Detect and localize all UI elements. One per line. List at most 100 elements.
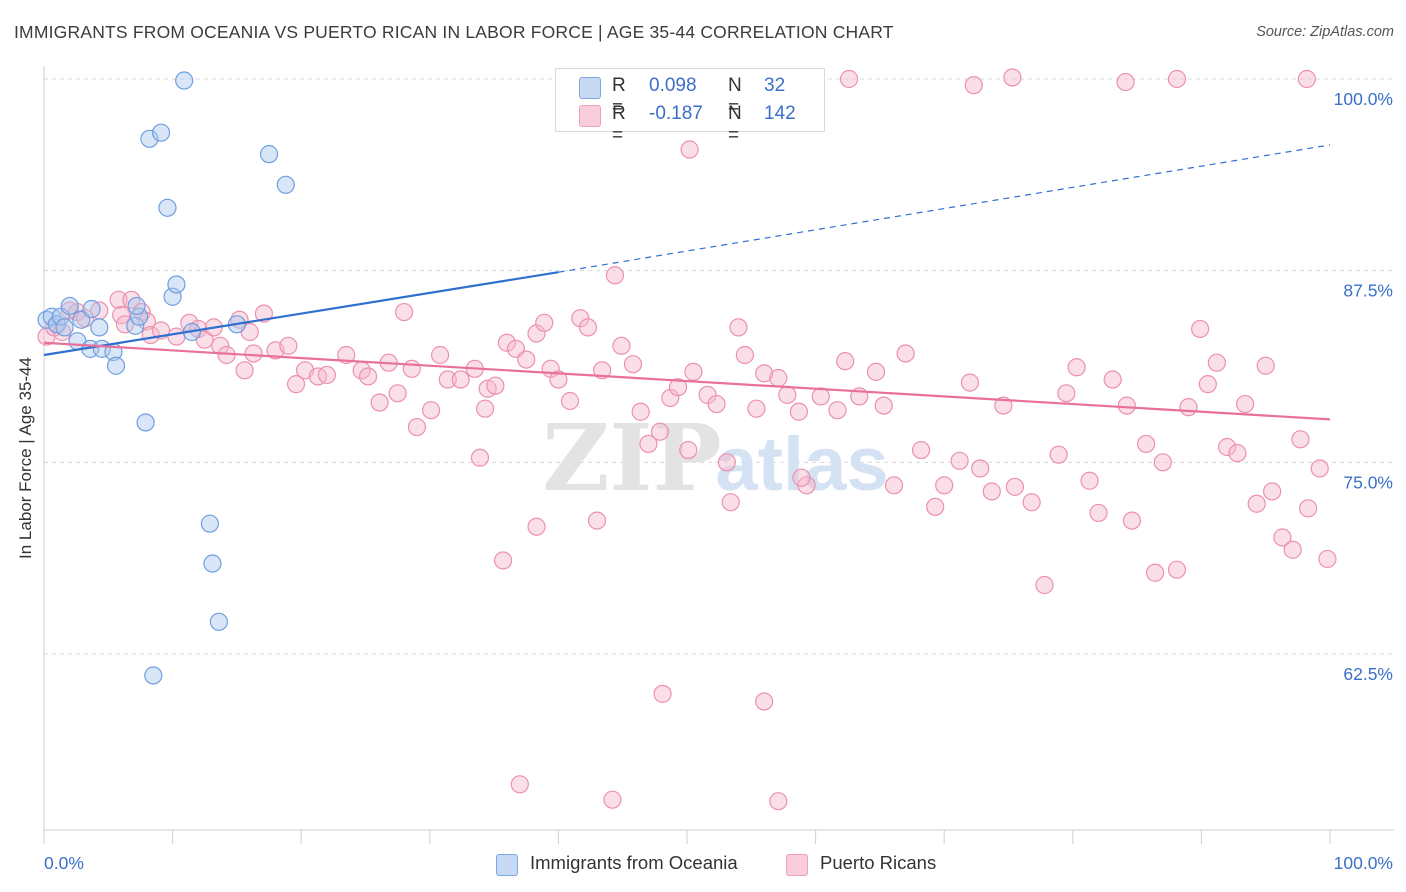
point-puerto-rican: [407, 417, 427, 437]
point-oceania: [276, 175, 295, 194]
point-oceania: [130, 307, 149, 326]
point-puerto-rican: [402, 359, 421, 378]
point-puerto-rican: [470, 448, 490, 467]
point-oceania: [126, 316, 145, 335]
point-puerto-rican: [1228, 444, 1247, 463]
point-puerto-rican: [1236, 394, 1255, 414]
series-swatch-pink: [786, 854, 808, 876]
y-axis-label: In Labor Force | Age 35-44: [16, 357, 35, 559]
point-puerto-rican: [836, 352, 855, 371]
trend-lines: [43, 144, 1331, 421]
y-tick-label: 75.0%: [1343, 472, 1393, 492]
legend-n-label: N =: [728, 75, 742, 118]
point-puerto-rican: [684, 362, 703, 381]
point-puerto-rican: [1003, 68, 1022, 87]
point-oceania: [200, 514, 219, 533]
point-puerto-rican: [866, 362, 886, 381]
point-puerto-rican: [167, 327, 186, 346]
point-puerto-rican: [286, 375, 306, 394]
point-puerto-rican: [960, 373, 980, 392]
series-name-puerto-rican: Puerto Ricans: [820, 852, 937, 873]
tick-labels: 100.0% 87.5% 75.0% 62.5% 0.0% 100.0%: [44, 89, 1393, 873]
legend-r-label: R =: [612, 103, 626, 146]
point-puerto-rican: [1198, 375, 1217, 394]
point-puerto-rican: [729, 318, 748, 337]
point-puerto-rican: [1263, 482, 1282, 501]
point-puerto-rican: [792, 468, 811, 487]
y-tick-label: 100.0%: [1334, 89, 1393, 109]
point-oceania: [259, 145, 279, 164]
point-puerto-rican: [593, 361, 612, 380]
legend-r-value: 0.098: [649, 75, 697, 96]
watermark-zip: ZIP: [542, 404, 721, 512]
point-puerto-rican: [1167, 69, 1187, 89]
y-tick-label: 62.5%: [1343, 664, 1393, 684]
point-puerto-rican: [1283, 540, 1302, 559]
point-puerto-rican: [1057, 384, 1076, 403]
series-swatch-blue: [496, 854, 518, 876]
point-puerto-rican: [717, 453, 736, 472]
point-puerto-rican: [1089, 503, 1108, 523]
point-puerto-rican: [475, 399, 495, 418]
point-puerto-rican: [1035, 575, 1054, 595]
point-puerto-rican: [935, 476, 954, 495]
point-oceania: [106, 356, 126, 375]
point-puerto-rican: [1122, 511, 1142, 530]
point-puerto-rican: [668, 378, 688, 397]
point-oceania: [37, 310, 56, 329]
point-puerto-rican: [535, 313, 554, 332]
legend-r-label: R =: [612, 75, 626, 118]
point-oceania: [140, 129, 159, 148]
source-label: Source: ZipAtlas.com: [1256, 24, 1394, 40]
point-puerto-rican: [1005, 477, 1025, 496]
point-puerto-rican: [755, 692, 774, 711]
point-puerto-rican: [1117, 396, 1136, 415]
point-puerto-rican: [112, 306, 131, 325]
point-oceania: [55, 318, 74, 337]
point-puerto-rican: [1049, 445, 1068, 464]
point-puerto-rican: [911, 440, 931, 460]
point-puerto-rican: [1167, 560, 1187, 579]
point-puerto-rican: [317, 365, 337, 385]
point-puerto-rican: [680, 140, 699, 159]
point-puerto-rican: [721, 493, 740, 512]
point-puerto-rican: [388, 384, 407, 403]
point-puerto-rican: [874, 396, 893, 415]
watermark: ZIP atlas: [542, 404, 888, 512]
point-puerto-rican: [1256, 356, 1275, 375]
point-puerto-rican: [994, 396, 1013, 415]
point-puerto-rican: [1273, 528, 1292, 547]
point-puerto-rican: [451, 370, 470, 389]
point-puerto-rican: [884, 476, 904, 495]
point-puerto-rican: [964, 76, 983, 95]
legend-n-value: 142: [764, 103, 796, 124]
point-oceania: [158, 198, 177, 217]
point-puerto-rican: [510, 775, 529, 794]
point-puerto-rican: [235, 361, 254, 380]
point-puerto-rican: [1137, 434, 1156, 454]
point-puerto-rican: [603, 790, 622, 809]
point-puerto-rican: [587, 511, 607, 530]
point-puerto-rican: [769, 792, 788, 811]
point-puerto-rican: [421, 401, 441, 420]
point-oceania: [144, 666, 163, 685]
point-oceania: [127, 296, 146, 316]
point-puerto-rican: [982, 482, 1001, 501]
point-puerto-rican: [1191, 319, 1210, 339]
point-puerto-rican: [1103, 370, 1122, 389]
legend-r-value: -0.187: [649, 103, 703, 124]
point-puerto-rican: [279, 336, 298, 355]
trend-line-puerto-rican: [43, 341, 1331, 421]
point-puerto-rican: [950, 451, 969, 470]
point-puerto-rican: [605, 266, 625, 285]
point-puerto-rican: [1297, 69, 1316, 89]
data-points: [37, 68, 1337, 811]
point-oceania: [175, 71, 194, 90]
point-puerto-rican: [971, 459, 990, 478]
point-puerto-rican: [571, 309, 590, 328]
x-tick-label-max: 100.0%: [1334, 853, 1393, 873]
stats-legend: R = 0.098 N = 32 R = -0.187 N = 142: [555, 68, 825, 146]
point-oceania: [90, 318, 109, 337]
point-puerto-rican: [308, 367, 328, 386]
